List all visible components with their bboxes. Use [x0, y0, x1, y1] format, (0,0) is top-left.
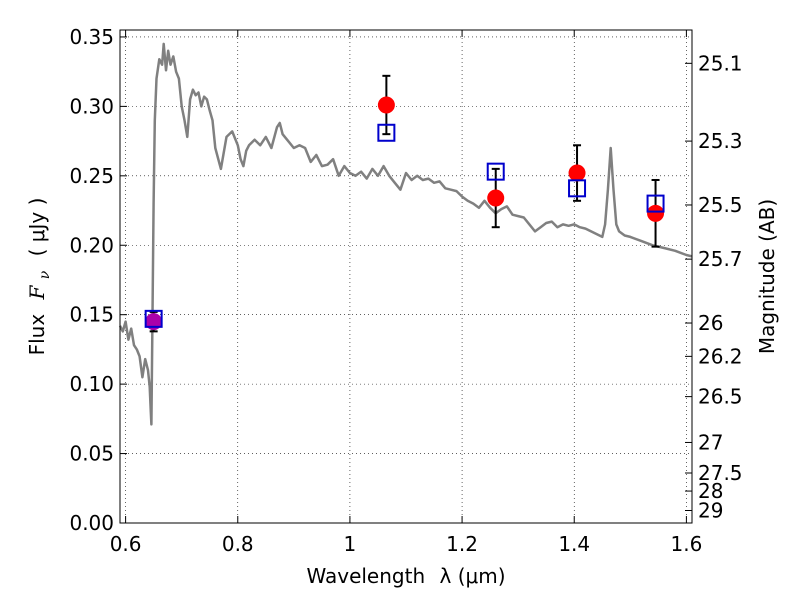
x-tick-label: 1.6: [670, 532, 702, 556]
observed-point: [487, 189, 505, 207]
observed-point: [377, 96, 395, 114]
plot-layer: [118, 42, 693, 426]
y-tick-label: 0.10: [69, 372, 114, 396]
y2-tick-label: 27.5: [698, 461, 743, 485]
y-axis-label-text: Flux: [25, 314, 49, 356]
y2-tick-label: 25.3: [698, 129, 743, 153]
y-tick-label: 0.30: [69, 94, 114, 118]
x-axis-label-symbol: λ (μm): [440, 564, 506, 588]
y2-tick-label: 28: [698, 479, 723, 503]
x-axis-label: Wavelength λ (μm): [306, 564, 505, 588]
y-tick-label: 0.15: [69, 303, 114, 327]
y2-tick-label: 25.7: [698, 247, 743, 271]
model-photometry-point: [144, 309, 163, 328]
observed-point: [647, 204, 665, 222]
y-tick-label: 0.20: [69, 233, 114, 257]
x-tick-label: 0.6: [110, 532, 142, 556]
model-photometry-point: [568, 179, 587, 198]
y-tick-label: 0.00: [69, 511, 114, 535]
y-axis-label-unit: ( μJy ): [25, 198, 49, 257]
x-tick-label: 1.2: [446, 532, 478, 556]
y-tick-label: 0.25: [69, 164, 114, 188]
plot-frame: [119, 29, 693, 524]
y-axis-label: Flux F ν ( μJy ): [25, 198, 54, 356]
tick-layer: 0.6 0.8 1 1.2 1.4 1.6 0.00 0.05 0.10 0.15 0.20 0.25…: [69, 25, 742, 556]
y2-tick-label: 27: [698, 430, 723, 454]
y2-tick-label: 25.1: [698, 51, 743, 75]
y-tick-label: 0.05: [69, 442, 114, 466]
x-tick-label: 1.4: [558, 532, 590, 556]
y2-tick-label: 29: [698, 499, 723, 523]
x-tick-label: 1: [344, 532, 357, 556]
y2-tick-label: 25.5: [698, 193, 743, 217]
y2-tick-label: 26.2: [698, 344, 743, 368]
model-photometry-point: [646, 194, 665, 213]
y-tick-label: 0.35: [69, 25, 114, 49]
y2-tick-label: 26.5: [698, 385, 743, 409]
observed-point: [568, 164, 586, 182]
model-photometry-point: [486, 162, 505, 181]
model-spectrum-line: [118, 42, 693, 426]
y-axis-label-subscript: ν: [37, 270, 53, 279]
y-axis-label-symbol: F: [25, 284, 49, 300]
model-photometry-point: [377, 123, 396, 142]
y2-tick-label: 26: [698, 311, 723, 335]
x-tick-label: 0.8: [222, 532, 254, 556]
y2-axis-label: Magnitude (AB): [755, 199, 779, 354]
x-axis-label-text: Wavelength: [306, 564, 425, 588]
